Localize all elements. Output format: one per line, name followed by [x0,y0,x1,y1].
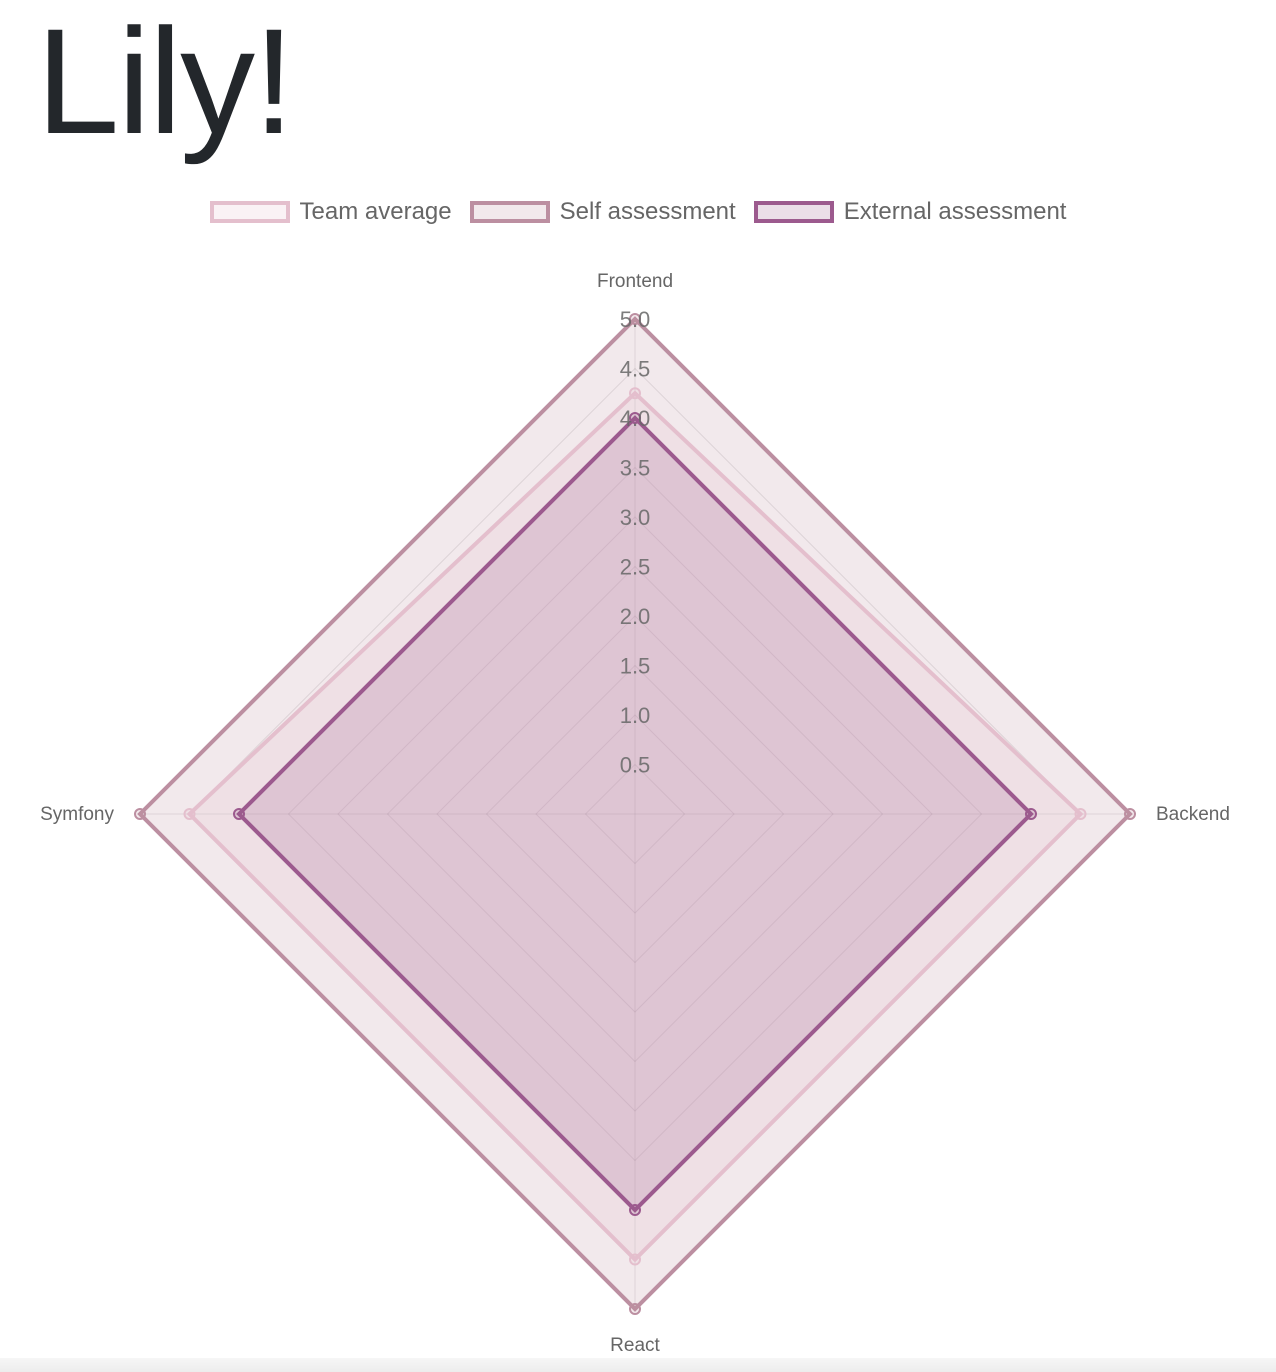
data-point-external-assessment [233,808,245,820]
grid-ring [436,615,834,1013]
grid-ring [386,565,884,1063]
tick-label: 3.5 [620,456,651,481]
axis-label-symfony: Symfony [40,804,114,825]
data-point-team-average [1074,808,1087,820]
legend-swatch-external-assessment [753,201,834,223]
axis-label-backend: Backend [1156,804,1230,825]
legend-label-external-assessment: External assessment [843,198,1067,225]
data-point-external-assessment [629,1204,641,1216]
legend-item-self-assessment[interactable]: Self assessment [469,198,736,226]
data-point-team-average [629,387,641,400]
legend-label-team-average: Team average [299,198,452,225]
axis-label-react: React [610,1335,660,1356]
legend-swatch-team-average [209,201,290,223]
legend-item-team-average[interactable]: Team average [209,198,452,226]
tick-label: 5.0 [620,307,651,332]
grid-ring [485,664,785,964]
data-point-external-assessment [1025,808,1037,820]
tick-label: 4.0 [620,406,651,431]
series-area-self-assessment [137,316,1133,1312]
tick-label: 1.5 [620,654,651,679]
tick-label: 1.0 [620,703,651,728]
grid-ring [337,516,933,1112]
page-title: Lily! [36,0,295,165]
grid-ring [287,466,983,1162]
tick-label: 3.0 [620,505,651,530]
data-point-self-assessment [629,1303,641,1315]
series-area-external-assessment [236,415,1034,1213]
data-point-external-assessment [629,412,641,424]
bottom-bar [0,1358,1276,1372]
data-point-team-average [629,1253,641,1266]
legend-swatch-self-assessment [469,201,550,223]
radar-chart: 0.5 1.0 1.5 2.0 2.5 3.0 3.5 4.0 4.5 5.0 Frontend Ba… [40,271,1230,1356]
tick-label: 0.5 [620,753,651,778]
data-point-self-assessment [629,313,641,325]
data-point-self-assessment [1124,808,1136,820]
tick-label: 2.0 [620,604,651,629]
legend-label-self-assessment: Self assessment [559,198,736,225]
tick-label: 4.5 [620,357,651,382]
grid-ring [584,763,686,865]
axis-label-frontend: Frontend [597,271,673,292]
chart-legend: Team average Self assessment External as… [0,198,1276,226]
series-area-team-average [186,390,1084,1263]
data-point-team-average [183,808,196,820]
data-point-self-assessment [134,808,146,820]
grid-ring [535,714,735,914]
legend-item-external-assessment[interactable]: External assessment [753,198,1067,226]
tick-label: 2.5 [620,555,651,580]
